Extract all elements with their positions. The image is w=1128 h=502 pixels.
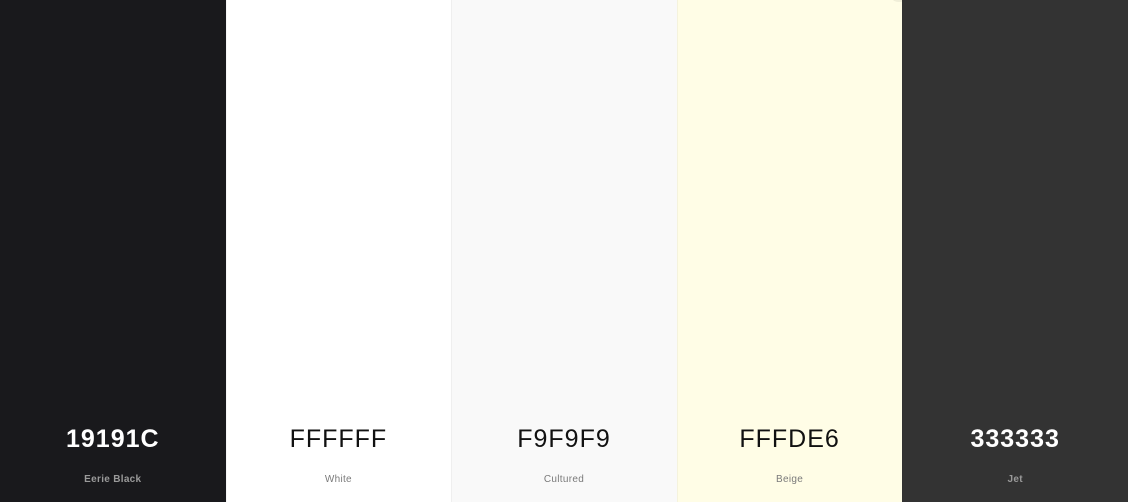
swatch-hex-code[interactable]: FFFFFF <box>289 425 388 453</box>
swatch-white[interactable]: FFFFFF White <box>225 0 452 502</box>
swatch-jet[interactable]: 333333 Jet <box>902 0 1128 502</box>
swatch-color-name: Eerie Black <box>84 474 142 485</box>
swatch-cultured[interactable]: F9F9F9 Cultured <box>451 0 677 502</box>
swatch-hex-code[interactable]: 333333 <box>970 425 1060 453</box>
swatch-color-name: Jet <box>1007 474 1023 485</box>
swatch-hex-code[interactable]: FFFDE6 <box>739 425 840 453</box>
swatch-color-name: Cultured <box>543 474 585 485</box>
swatch-corner-handle <box>892 0 907 2</box>
swatch-eerie-black[interactable]: 19191C Eerie Black <box>0 0 226 502</box>
swatch-beige[interactable]: FFFDE6 Beige <box>676 0 907 502</box>
swatch-color-name: Beige <box>776 474 804 485</box>
swatch-hex-code[interactable]: 19191C <box>66 425 160 453</box>
swatch-color-name: White <box>324 474 352 485</box>
swatch-hex-code[interactable]: F9F9F9 <box>517 425 611 453</box>
